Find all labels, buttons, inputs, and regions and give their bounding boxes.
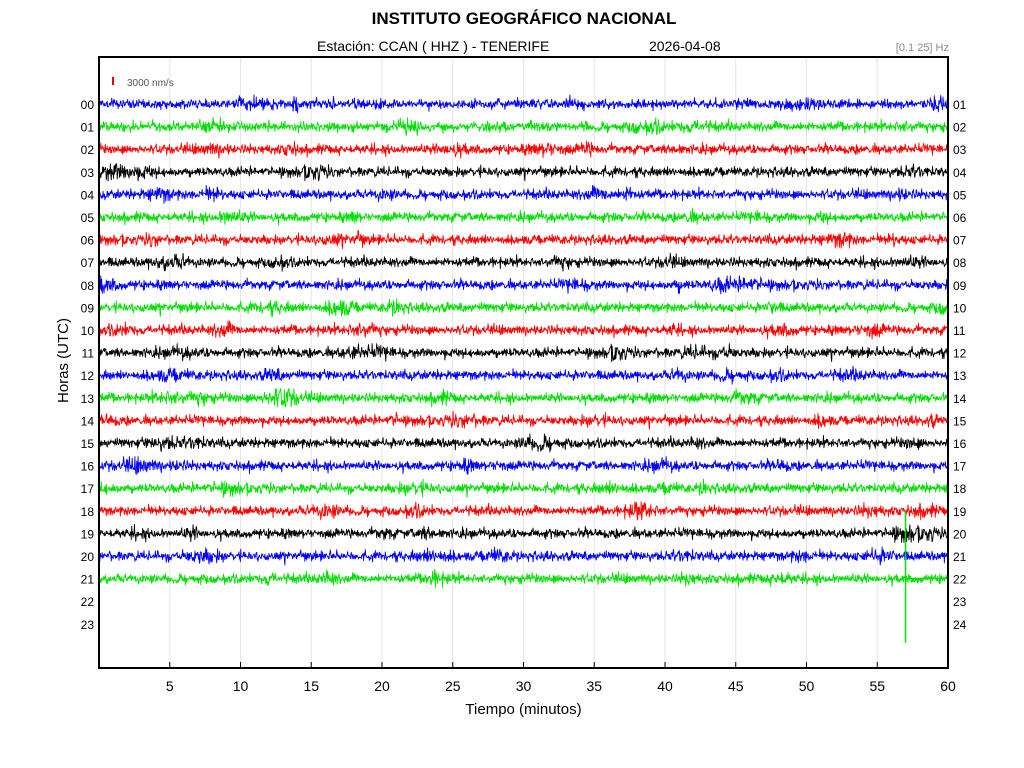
y-tick-label-right: 04 xyxy=(953,166,967,180)
y-tick-label-left: 07 xyxy=(81,256,95,270)
x-tick-label: 40 xyxy=(657,678,673,694)
seismic-trace-hour-14 xyxy=(98,411,949,430)
frequency-band-label: [0.1 25] Hz xyxy=(895,42,949,54)
y-tick-label-left: 12 xyxy=(81,369,95,383)
y-tick-label-left: 11 xyxy=(82,347,95,361)
y-tick-label-left: 13 xyxy=(81,392,95,406)
y-tick-label-left: 20 xyxy=(81,550,95,564)
y-tick-label-left: 23 xyxy=(81,618,95,632)
y-tick-label-left: 03 xyxy=(81,166,95,180)
y-tick-label-right: 20 xyxy=(953,527,967,541)
y-tick-label-right: 23 xyxy=(953,595,967,609)
y-tick-label-right: 07 xyxy=(953,234,967,248)
y-tick-label-right: 11 xyxy=(953,324,966,338)
seismic-trace-hour-08 xyxy=(98,275,949,295)
seismic-trace-hour-04 xyxy=(98,184,949,204)
seismic-trace-hour-12 xyxy=(98,365,949,385)
y-tick-label-right: 17 xyxy=(953,460,967,474)
marker-layer xyxy=(904,510,948,643)
x-tick-label: 5 xyxy=(166,678,174,694)
seismic-trace-hour-00 xyxy=(98,94,949,114)
x-tick-label: 45 xyxy=(728,678,744,694)
seismic-trace-hour-19 xyxy=(98,523,949,543)
grid-layer xyxy=(169,57,878,668)
x-tick-label: 30 xyxy=(516,678,532,694)
y-tick-label-left: 17 xyxy=(81,482,95,496)
x-tick-label: 60 xyxy=(940,678,956,694)
seismic-trace-hour-10 xyxy=(98,320,949,340)
seismic-trace-hour-09 xyxy=(98,298,949,317)
seismic-trace-hour-16 xyxy=(98,456,949,475)
y-tick-label-left: 15 xyxy=(81,437,95,451)
seismic-trace-hour-17 xyxy=(98,478,949,498)
y-tick-label-right: 21 xyxy=(953,550,967,564)
y-tick-label-right: 14 xyxy=(953,392,967,406)
y-tick-label-left: 10 xyxy=(81,324,95,338)
y-tick-label-right: 05 xyxy=(953,188,967,202)
y-tick-label-right: 15 xyxy=(953,414,967,428)
x-tick-label: 25 xyxy=(445,678,461,694)
y-tick-label-right: 02 xyxy=(953,121,967,135)
seismic-trace-hour-01 xyxy=(98,117,949,137)
y-tick-label-right: 16 xyxy=(953,437,967,451)
y-tick-label-left: 22 xyxy=(81,595,95,609)
y-tick-label-left: 02 xyxy=(81,143,95,157)
y-tick-label-right: 12 xyxy=(953,347,967,361)
y-tick-label-right: 09 xyxy=(953,279,967,293)
x-tick-label: 35 xyxy=(586,678,602,694)
label-layer: 5 10 15 20 25 30 35 40 45 50 55 60 00 01 02 03 04 05 06 07 0… xyxy=(55,77,967,718)
y-tick-label-right: 06 xyxy=(953,211,967,225)
y-tick-label-left: 14 xyxy=(81,414,95,428)
chart-title: INSTITUTO GEOGRÁFICO NACIONAL xyxy=(371,9,677,28)
x-tick-label: 15 xyxy=(303,678,319,694)
station-label: Estación: CCAN ( HHZ ) - TENERIFE xyxy=(317,38,550,54)
date-label: 2026-04-08 xyxy=(649,38,721,54)
y-tick-label-left: 18 xyxy=(81,505,95,519)
y-tick-label-right: 01 xyxy=(953,98,967,112)
y-tick-label-left: 16 xyxy=(81,460,95,474)
y-tick-label-left: 01 xyxy=(81,121,95,135)
seismic-trace-hour-13 xyxy=(98,388,949,408)
y-tick-label-left: 09 xyxy=(81,301,95,315)
seismic-trace-hour-18 xyxy=(98,501,949,521)
y-tick-label-left: 21 xyxy=(81,573,95,587)
seismic-trace-hour-05 xyxy=(98,207,949,226)
seismic-trace-hour-02 xyxy=(98,140,949,159)
x-tick-label: 50 xyxy=(799,678,815,694)
y-tick-label-right: 24 xyxy=(953,618,967,632)
y-tick-label-right: 22 xyxy=(953,573,967,587)
seismic-trace-hour-06 xyxy=(98,230,949,250)
scale-label: 3000 nm/s xyxy=(127,78,174,89)
x-axis-label: Tiempo (minutos) xyxy=(465,701,581,718)
y-tick-label-right: 10 xyxy=(953,301,967,315)
seismic-trace-hour-15 xyxy=(98,433,949,453)
seismic-trace-hour-20 xyxy=(98,546,949,566)
plot-frame xyxy=(98,56,949,669)
y-tick-label-left: 00 xyxy=(81,98,95,112)
y-tick-label-right: 08 xyxy=(953,256,967,270)
seismic-trace-hour-21 xyxy=(98,569,949,589)
seismic-trace-hour-03 xyxy=(98,163,949,182)
x-tick-label: 55 xyxy=(869,678,885,694)
y-tick-label-right: 03 xyxy=(953,143,967,157)
y-tick-label-right: 13 xyxy=(953,369,967,383)
x-tick-label: 20 xyxy=(374,678,390,694)
y-axis-label: Horas (UTC) xyxy=(55,318,72,403)
seismic-trace-hour-07 xyxy=(98,252,949,272)
seismic-trace-hour-11 xyxy=(98,343,949,363)
y-tick-label-left: 08 xyxy=(81,279,95,293)
y-tick-label-left: 04 xyxy=(81,188,95,202)
x-tick-label: 10 xyxy=(233,678,249,694)
y-tick-label-left: 06 xyxy=(81,234,95,248)
y-tick-label-right: 19 xyxy=(953,505,967,519)
trace-layer xyxy=(98,94,949,589)
y-tick-label-right: 18 xyxy=(953,482,967,496)
y-tick-label-left: 05 xyxy=(81,211,95,225)
y-tick-label-left: 19 xyxy=(81,527,95,541)
